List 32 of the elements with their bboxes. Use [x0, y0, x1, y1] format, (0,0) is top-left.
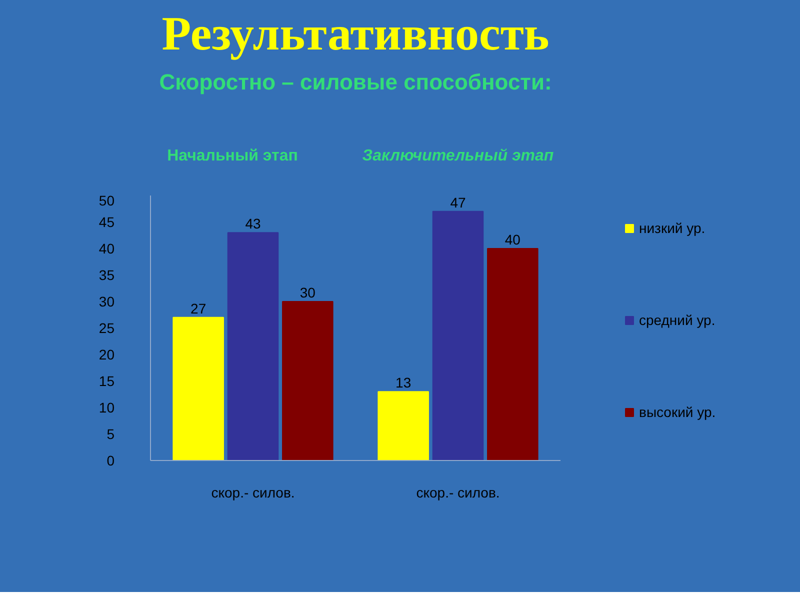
y-tick-label: 30: [98, 294, 115, 310]
data-label: 30: [300, 284, 316, 300]
y-tick-label: 0: [106, 452, 115, 468]
y-tick-label: 20: [98, 346, 115, 362]
y-tick-label: 25: [98, 320, 115, 336]
data-label: 27: [190, 300, 206, 316]
bar: [172, 316, 224, 460]
bar: [227, 232, 279, 460]
text: Начальный этап: [167, 147, 298, 164]
bar: [378, 391, 429, 460]
x-tick-label: скор.- силов.: [416, 484, 500, 500]
bar: [432, 210, 484, 460]
bar: [282, 301, 334, 460]
data-label: 43: [245, 216, 261, 232]
x-tick-label: скор.- силов.: [211, 484, 295, 500]
y-tick-label: 5: [106, 426, 115, 442]
bar: [487, 248, 538, 460]
y-tick-label: 10: [98, 400, 115, 416]
chart-title: Результативность: [162, 8, 550, 60]
data-label: 40: [504, 232, 521, 248]
y-tick-label: 40: [98, 240, 115, 256]
data-label: 13: [396, 374, 412, 391]
legend-label: высокий ур.: [639, 404, 716, 420]
y-tick-label: 35: [98, 267, 115, 283]
text: Заключительный этап: [362, 147, 554, 164]
y-tick-label: 50: [98, 192, 115, 208]
y-tick-label: 15: [98, 373, 115, 389]
data-label: 47: [450, 194, 466, 210]
legend-label: средний ур.: [639, 312, 716, 328]
y-tick-label: 45: [98, 214, 115, 230]
chart-subtitle: Скоростно – силовые способности:: [159, 70, 552, 94]
legend-label: низкий ур.: [639, 220, 706, 236]
